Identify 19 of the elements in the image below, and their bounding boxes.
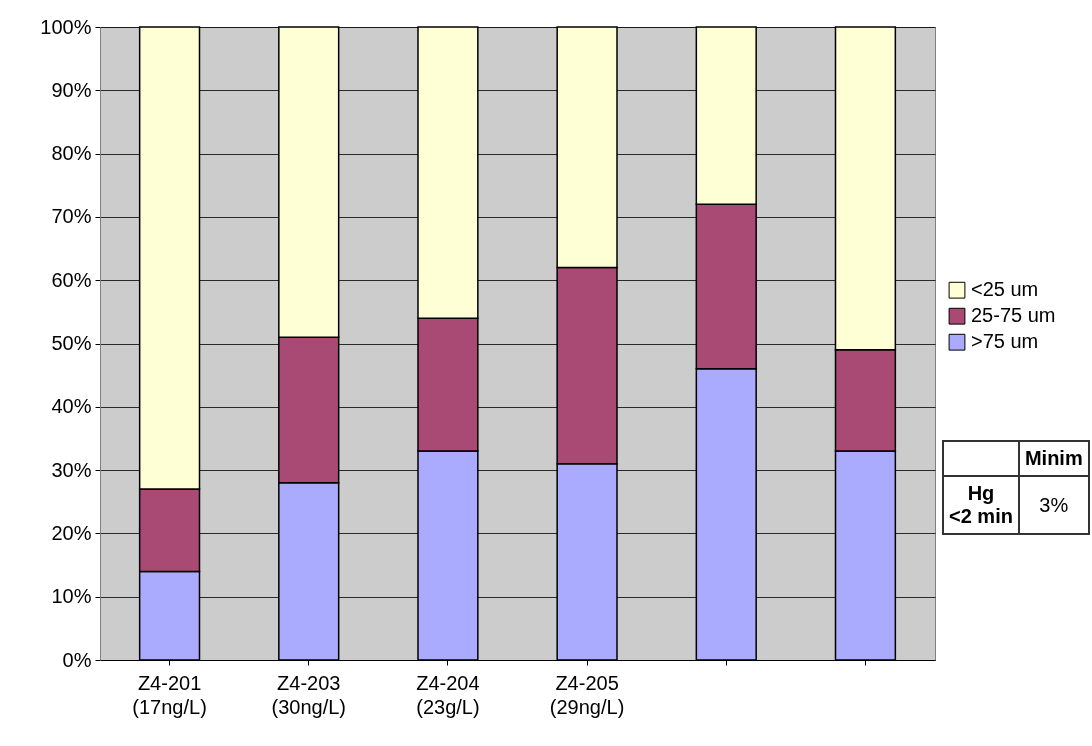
y-tick-label: 0% [62, 648, 92, 671]
legend-label: >75 um [971, 330, 1039, 353]
x-tick-label: Z4-205 (29ng/L) [549, 671, 625, 718]
y-tick-label: 90% [51, 78, 92, 101]
y-tick-label: 100% [40, 15, 92, 38]
legend-label: 25-75 um [971, 304, 1056, 327]
x-tick-label: Z4-201 (17ng/L) [132, 671, 207, 718]
legend-label: <25 um [971, 278, 1039, 301]
y-tick-label: 80% [51, 142, 92, 165]
y-tick-label: 60% [51, 268, 92, 291]
y-tick-label: 30% [51, 458, 92, 481]
y-tick-label: 70% [51, 205, 92, 228]
x-tick-label: Z4-203 (30ng/L) [271, 671, 346, 718]
y-tick-label: 40% [51, 395, 92, 418]
y-tick-label: 10% [51, 585, 92, 608]
table-panel: Minim Hg <2 min 3% [942, 440, 1090, 535]
y-tick-label: 20% [51, 521, 92, 544]
x-tick-label: Z4-204 (23g/L) [416, 671, 480, 718]
y-tick-label: 50% [51, 332, 92, 354]
